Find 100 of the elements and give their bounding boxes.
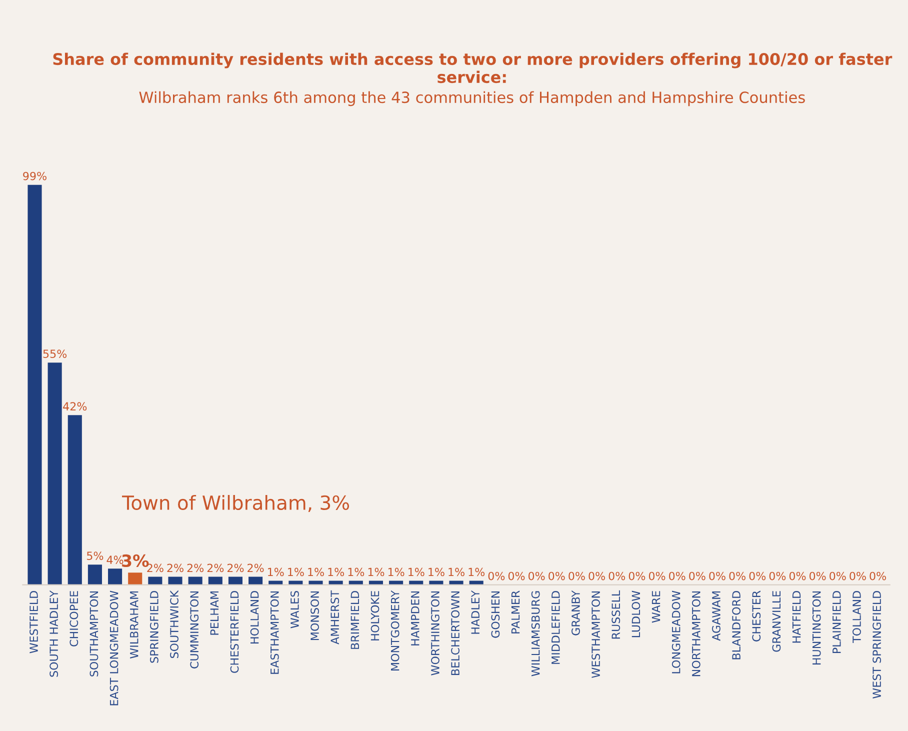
data-label: 1% (368, 568, 384, 576)
bar (208, 576, 222, 585)
x-tick-label: HOLLAND (250, 591, 259, 644)
data-label: 0% (648, 572, 666, 580)
x-tick-label: TOLLAND (852, 591, 861, 644)
x-tick-label: HUNTINGTON (812, 591, 821, 664)
x-tick-label: WESTHAMPTON (592, 591, 600, 678)
data-label: 4% (106, 556, 124, 564)
x-tick-label: BELCHERTOWN (451, 591, 460, 675)
data-label: 0% (689, 572, 706, 580)
x-tick-label: CHESTERFIELD (230, 591, 239, 673)
data-label: 1% (308, 568, 324, 576)
bar (28, 184, 42, 585)
data-label: 1% (288, 568, 304, 576)
data-label: 0% (568, 572, 585, 580)
x-tick-label: PELHAM (210, 591, 218, 635)
bar (248, 576, 263, 585)
data-label: 0% (548, 572, 565, 580)
data-label: 1% (428, 568, 444, 576)
x-tick-label: SOUTH HADLEY (50, 590, 58, 677)
chart-subtitle: Wilbraham ranks 6th among the 43 communities of Hampden and Hampshire Counties (139, 91, 805, 106)
data-label: 0% (789, 572, 806, 580)
x-tick-label: HAMPDEN (411, 591, 420, 646)
data-label: 2% (227, 564, 244, 572)
data-label: 1% (328, 568, 344, 576)
data-label: 2% (147, 564, 164, 572)
data-label: 0% (870, 572, 886, 580)
data-label: 1% (268, 568, 284, 576)
x-tick-label: EASTHAMPTON (270, 591, 279, 674)
x-tick-label: MIDDLEFIELD (552, 591, 560, 664)
annotation: Town of Wilbraham, 3% (122, 494, 350, 512)
bar (168, 576, 182, 585)
bar (68, 415, 82, 585)
x-tick-label: BLANDFORD (732, 591, 741, 660)
x-tick-label: SOUTHAMPTON (90, 591, 98, 676)
bar (48, 362, 62, 585)
data-label: 0% (749, 572, 766, 580)
data-label: 0% (528, 572, 545, 580)
data-label: 2% (167, 564, 184, 572)
bar (128, 572, 142, 585)
data-label: 0% (608, 572, 626, 580)
x-tick-label: HOLYOKE (370, 591, 380, 640)
data-label: 2% (187, 564, 204, 572)
data-label: 0% (709, 572, 726, 580)
data-label: 42% (63, 402, 87, 411)
x-tick-label: EAST LONGMEADOW (110, 590, 118, 706)
x-tick-label: GRANBY (572, 590, 580, 636)
x-tick-label: HATFIELD (792, 591, 801, 643)
x-tick-label: WORTHINGTON (431, 591, 440, 676)
data-label: 1% (388, 568, 404, 576)
x-tick-label: WILBRAHAM (130, 591, 138, 658)
data-label: 2% (248, 564, 264, 572)
data-label: 0% (830, 572, 846, 580)
data-label: 1% (348, 568, 364, 576)
data-label: 0% (810, 572, 826, 580)
x-tick-label: LONGMEADOW (672, 590, 680, 674)
x-tick-label: RUSSELL (612, 590, 620, 639)
data-label: 0% (769, 572, 786, 580)
data-label: 0% (729, 572, 746, 580)
x-tick-label: SPRINGFIELD (150, 591, 158, 663)
data-label: 3% (122, 554, 149, 568)
data-label: 1% (468, 568, 485, 576)
data-label: 1% (448, 568, 464, 576)
x-tick-label: AMHERST (330, 590, 340, 644)
data-label: 55% (43, 350, 67, 358)
x-tick-label: LUDLOW (632, 590, 640, 638)
bar (148, 576, 162, 585)
bar (188, 576, 202, 585)
x-tick-label: CHICOPEE (70, 591, 78, 646)
x-tick-label: WARE (652, 591, 660, 623)
x-tick-label: MONTGOMERY (390, 590, 400, 670)
x-tick-label: NORTHAMPTON (692, 591, 700, 676)
data-label: 0% (588, 572, 605, 580)
x-tick-label: WILLIAMSBURG (531, 591, 540, 676)
x-tick-label: PLAINFIELD (832, 591, 841, 654)
data-label: 99% (23, 172, 46, 180)
x-tick-label: CHESTER (752, 590, 761, 642)
data-label: 5% (87, 552, 104, 560)
bar (228, 576, 242, 585)
data-label: 2% (207, 564, 224, 572)
x-tick-label: HADLEY (471, 590, 480, 634)
data-label: 0% (508, 572, 525, 580)
data-label: 1% (408, 568, 424, 576)
x-tick-label: BRIMFIELD (350, 591, 359, 649)
data-label: 0% (850, 572, 866, 580)
x-tick-label: WALES (290, 590, 299, 628)
x-tick-label: SOUTHWICK (170, 590, 178, 658)
x-tick-label: WESTFIELD (30, 591, 38, 654)
x-tick-label: GOSHEN (491, 591, 500, 638)
x-tick-label: CUMMINGTON (190, 591, 199, 668)
data-label: 0% (628, 572, 646, 580)
x-tick-label: GRANVILLE (772, 591, 781, 652)
x-tick-label: WEST SPRINGFIELD (872, 591, 882, 698)
x-tick-label: PALMER (511, 590, 520, 634)
data-label: 0% (668, 572, 686, 580)
data-label: 0% (488, 572, 505, 580)
bar (88, 564, 102, 585)
chart-title: Share of community residents with access to two or more providers offering 100/20 or faster service: (53, 52, 892, 84)
x-tick-label: AGAWAM (712, 591, 720, 641)
x-tick-label: MONSON (310, 591, 319, 640)
